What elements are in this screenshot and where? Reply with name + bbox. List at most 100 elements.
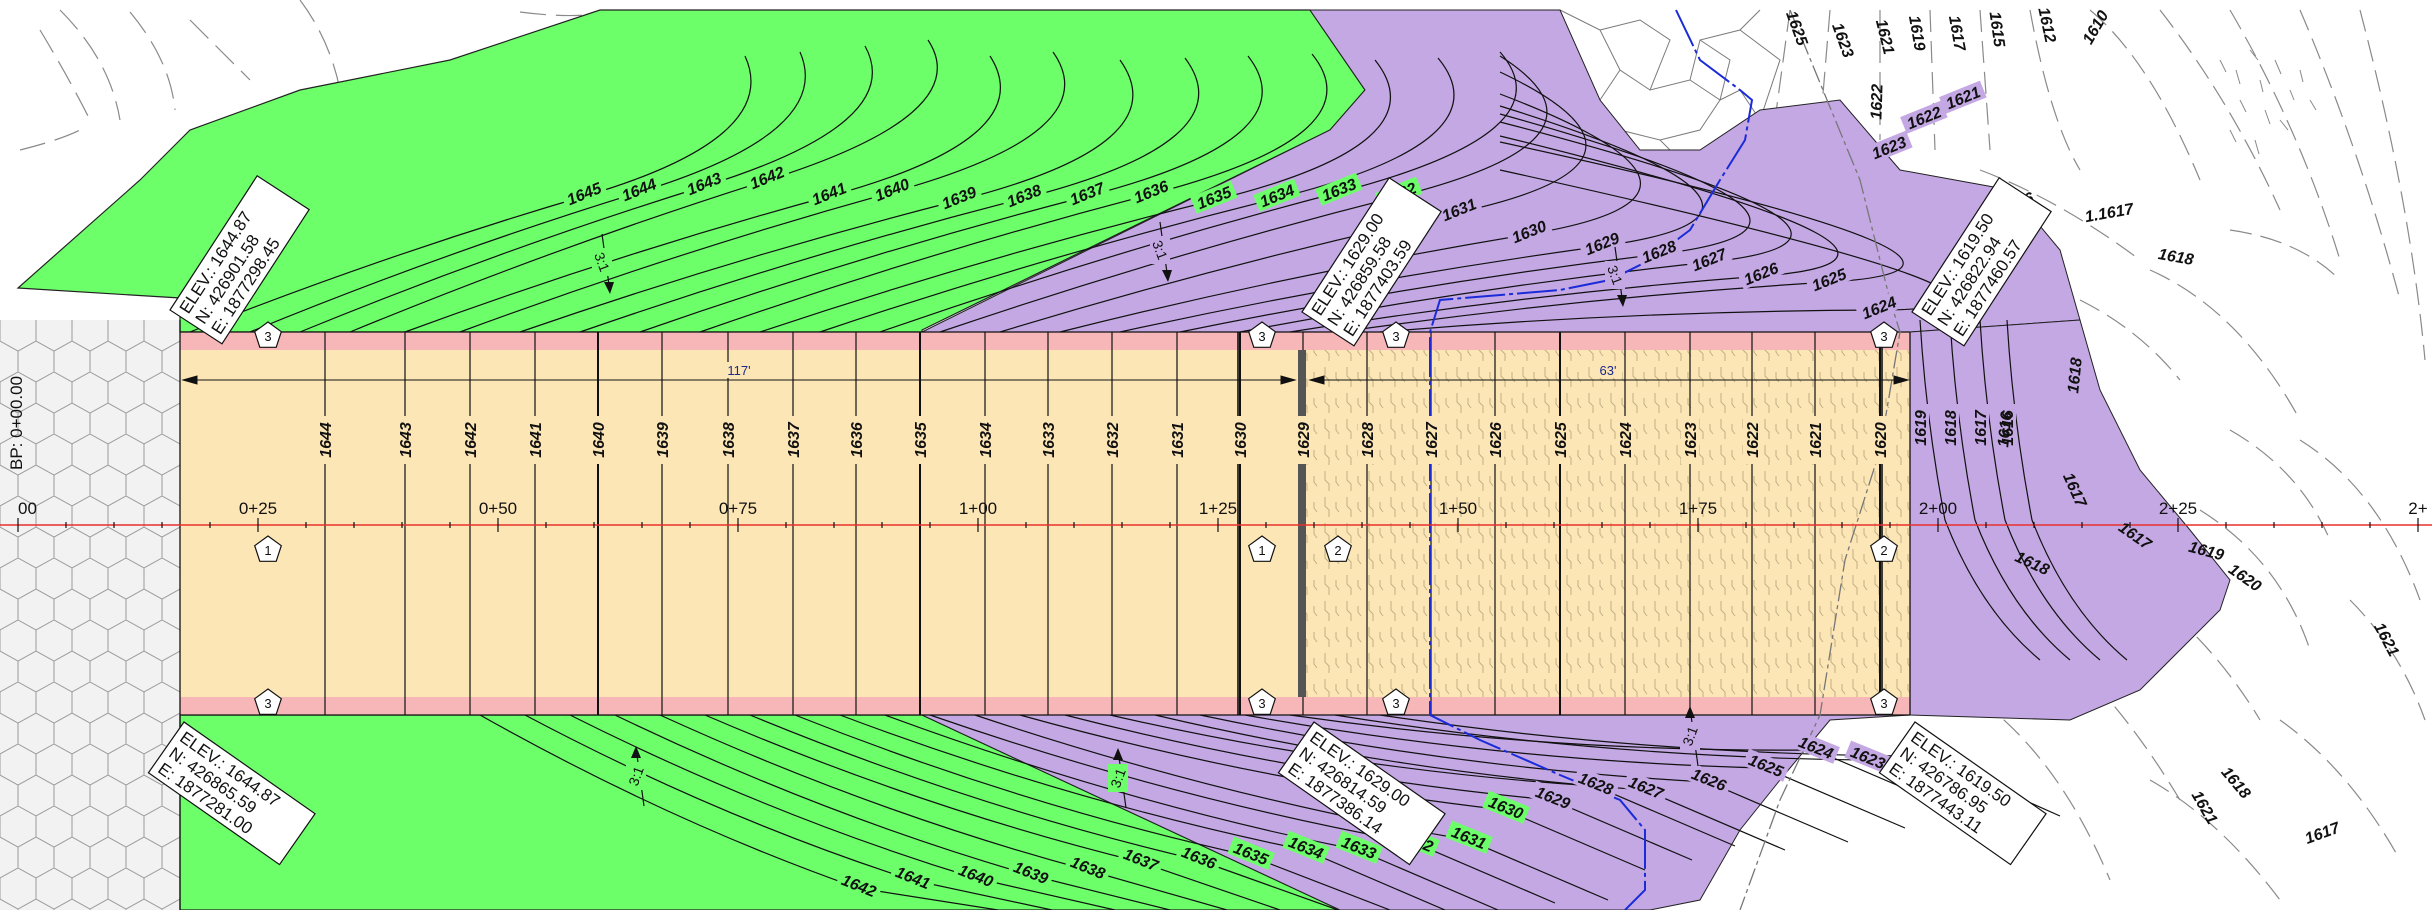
road-contour-label: 1633 bbox=[1041, 422, 1058, 458]
point-tag bbox=[1247, 688, 1277, 715]
road-contour-label: 1639 bbox=[655, 422, 672, 458]
road-label-bg bbox=[1971, 404, 1989, 452]
road-contour-label: 1621 bbox=[1808, 422, 1825, 458]
road-contour-label: 1643 bbox=[398, 422, 415, 458]
callout-box bbox=[1277, 721, 1446, 866]
slope-label: 3:1 bbox=[1149, 238, 1171, 262]
lower-label-bg bbox=[835, 868, 883, 902]
upper-label-bg bbox=[560, 176, 608, 210]
grade-break-band bbox=[1298, 350, 1306, 697]
road-label-bg bbox=[784, 416, 802, 464]
lower-contour-line bbox=[569, 714, 1116, 910]
road-label-bg bbox=[847, 416, 865, 464]
slope-arrow-head bbox=[631, 746, 641, 758]
lower-label-bg bbox=[1282, 830, 1330, 864]
station-label: 2+00 bbox=[1919, 499, 1957, 518]
existing-contour-label: 1617 bbox=[1945, 14, 1968, 53]
cut-slope-upper bbox=[921, 9, 2081, 333]
point-tag-label: 1 bbox=[264, 543, 271, 558]
lower-contour-line bbox=[479, 714, 999, 910]
road-contour-label: 1617 bbox=[1973, 409, 1990, 446]
road-label-bg bbox=[719, 416, 737, 464]
upper-label-bg bbox=[805, 176, 853, 210]
road-contour-label: 1619 bbox=[1913, 410, 1930, 446]
road-label-bg bbox=[526, 416, 544, 464]
slope-arrow-head bbox=[1113, 748, 1123, 760]
point-tag bbox=[1323, 535, 1353, 562]
slope-label: 3:1 bbox=[1604, 263, 1626, 287]
point-tag-label: 1 bbox=[1258, 543, 1265, 558]
lower-label-bg bbox=[1482, 790, 1530, 824]
road-contour-label: 1642 bbox=[463, 422, 480, 458]
road-contour-label: 1622 bbox=[1745, 422, 1762, 458]
station-label: 0+25 bbox=[239, 499, 277, 518]
road-contour-labels: 1644 1643 1642 1641 1640 1639 1638 1637 1636 1635… bbox=[316, 404, 2017, 464]
dim-63-label: 63' bbox=[1600, 363, 1617, 378]
upper-label-bg bbox=[1578, 226, 1626, 260]
lower-contour-line bbox=[704, 714, 1281, 910]
road-contour-label: 1624 bbox=[1618, 422, 1635, 458]
existing-ground-right bbox=[1774, 9, 2426, 901]
lower-label-bg bbox=[1445, 820, 1493, 854]
upper-label-bg bbox=[1900, 100, 1948, 134]
road-label-bg bbox=[1806, 416, 1824, 464]
lower-label-bg bbox=[1175, 840, 1223, 874]
road-label-bg bbox=[1168, 416, 1186, 464]
road-label-bg bbox=[1616, 416, 1634, 464]
road-contour-label: 1644 bbox=[318, 422, 335, 458]
callout-box bbox=[169, 174, 310, 345]
point-tag bbox=[1869, 535, 1899, 562]
slope-label-bg bbox=[1108, 764, 1128, 792]
road-label-bg bbox=[976, 416, 994, 464]
station-label: 0+75 bbox=[719, 499, 757, 518]
upper-label-bg bbox=[1315, 172, 1363, 206]
road-contour-label: 1627 bbox=[1424, 421, 1441, 458]
road-contour-label: 1631 bbox=[1170, 422, 1187, 458]
point-tag-label: 3 bbox=[1880, 329, 1887, 344]
existing-contour-label: 1618 bbox=[2157, 246, 2195, 269]
upper-label-bg bbox=[1939, 80, 1987, 114]
upper-label-bg bbox=[615, 172, 663, 206]
existing-contour-label: 1615 bbox=[1986, 11, 2008, 50]
road-label-bg bbox=[1551, 416, 1569, 464]
slope-arrows: 3:1 3:1 3:1 3:1 3:1 3:1 bbox=[591, 221, 1701, 809]
upper-label-bg bbox=[680, 166, 728, 200]
upper-label-bg bbox=[868, 172, 916, 206]
lower-label-bg bbox=[889, 860, 937, 894]
station-label: 0+50 bbox=[479, 499, 517, 518]
dim-117-bg bbox=[722, 362, 756, 378]
existing-ground-upper-left bbox=[19, 0, 621, 151]
lower-label-bg bbox=[1844, 740, 1892, 774]
existing-contour-label: 1622 bbox=[1868, 84, 1886, 120]
upper-label-bg bbox=[1435, 192, 1483, 226]
dim-117-label: 117' bbox=[727, 363, 750, 378]
station-label: 1+25 bbox=[1199, 499, 1237, 518]
road-label-bg bbox=[1911, 404, 1929, 452]
upper-label-bg bbox=[1685, 242, 1733, 276]
cut-contour-line bbox=[1919, 319, 2041, 661]
road-contour-label: 1634 bbox=[978, 422, 995, 458]
shoulder-top bbox=[180, 332, 1910, 350]
road-edges bbox=[179, 320, 1911, 910]
lower-label-bg bbox=[1572, 766, 1620, 800]
road-label-bg bbox=[1231, 416, 1249, 464]
lower-contour-line bbox=[1334, 714, 2008, 821]
station-label: 2+25 bbox=[2159, 499, 2197, 518]
upper-label-bg bbox=[1737, 256, 1785, 290]
upper-contour-line bbox=[349, 39, 938, 333]
callout-box bbox=[1878, 721, 2047, 866]
upper-label-bg bbox=[1190, 180, 1238, 214]
upper-label-bg bbox=[1505, 214, 1553, 248]
point-tag-label: 3 bbox=[1258, 696, 1265, 711]
point-tag-label: 2 bbox=[1880, 543, 1887, 558]
upper-label-bg bbox=[1635, 234, 1683, 268]
road-label-bg bbox=[316, 416, 334, 464]
point-tag bbox=[1869, 321, 1899, 348]
existing-contour-label: 1616 bbox=[1995, 411, 2016, 448]
upper-label-bg bbox=[1063, 176, 1111, 210]
lower-label-bg bbox=[1064, 850, 1112, 884]
slope-arrow-head bbox=[1162, 270, 1172, 282]
point-tag bbox=[253, 535, 283, 562]
lower-contour-line bbox=[839, 714, 1446, 910]
slope-label-bg bbox=[1605, 261, 1625, 289]
